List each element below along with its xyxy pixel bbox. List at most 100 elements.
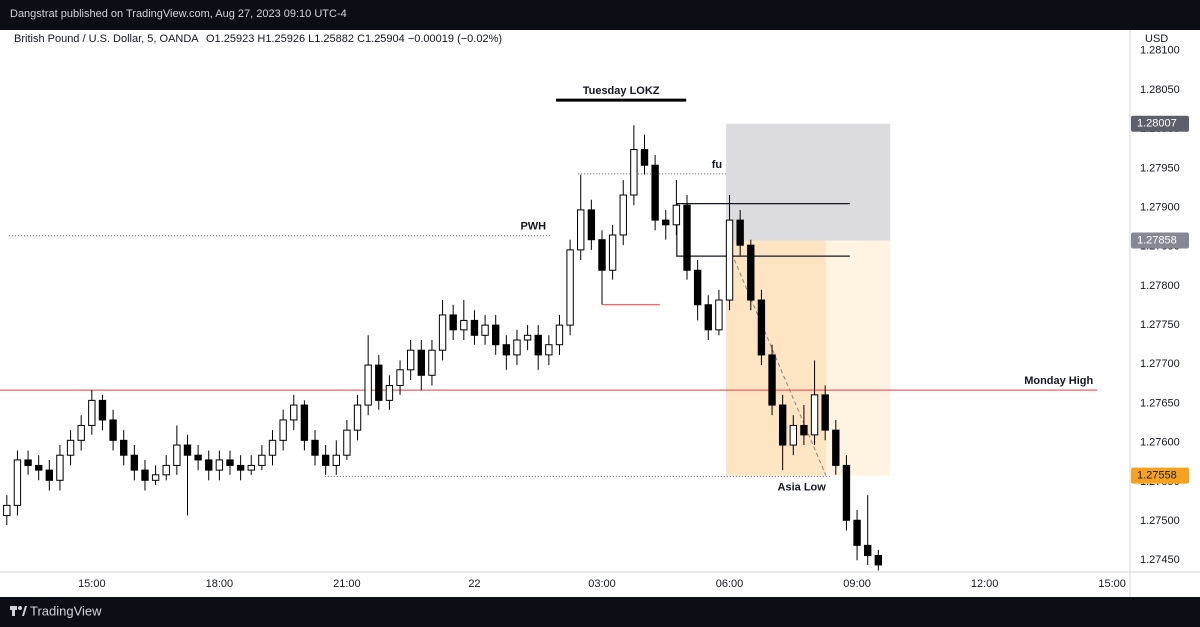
candle-body: [704, 304, 712, 331]
candle-body: [577, 209, 585, 251]
candle-body: [109, 419, 117, 441]
chart-title: British Pound / U.S. Dollar, 5, OANDA: [14, 33, 199, 45]
candle-body: [789, 424, 797, 446]
candle-body: [3, 504, 11, 517]
currency: USD: [1145, 33, 1168, 45]
y-tick-label: 1.27650: [1140, 397, 1180, 409]
logo-part: [18, 606, 22, 610]
candle-body: [608, 234, 617, 271]
logo-part: [22, 606, 27, 616]
candle-body: [215, 459, 224, 471]
candle-body: [693, 269, 702, 306]
y-tick-label: 1.27600: [1140, 437, 1180, 449]
candle-body: [683, 204, 691, 271]
y-tick-label: 1.27500: [1140, 515, 1180, 527]
candle-body: [672, 204, 681, 226]
candle-body: [757, 299, 766, 356]
candle-body: [725, 219, 734, 301]
candle-body: [279, 419, 287, 441]
candle-body: [640, 149, 649, 166]
candle-body: [24, 459, 32, 466]
y-tick-label: 1.27450: [1140, 554, 1180, 566]
candle-body: [226, 459, 234, 466]
y-tick-label: 1.27900: [1140, 201, 1180, 213]
candle-body: [56, 454, 64, 481]
candle-body: [406, 349, 415, 371]
price-label: 1.28007: [1137, 118, 1177, 130]
logo-part: [12, 606, 15, 616]
x-tick-label: 21:00: [333, 578, 361, 590]
x-tick-label: 09:00: [843, 578, 871, 590]
x-tick-label: 22: [468, 578, 480, 590]
candle-body: [98, 399, 107, 421]
ohlc-legend: O1.25923 H1.25926 L1.25882 C1.25904 −0.0…: [206, 33, 502, 45]
candle-body: [630, 149, 638, 196]
candle-body: [183, 444, 192, 456]
level-label: Tuesday LOKZ: [583, 85, 660, 97]
candle-body: [545, 344, 553, 356]
candle-body: [364, 364, 372, 406]
candle-body: [449, 314, 457, 331]
candle-body: [821, 394, 829, 431]
candle-body: [300, 404, 309, 441]
price-label: 1.27558: [1137, 470, 1177, 482]
candle-body: [874, 555, 883, 566]
y-tick-label: 1.27700: [1140, 358, 1180, 370]
trade-path: [725, 240, 827, 476]
candle-body: [842, 464, 851, 521]
candle-body: [66, 439, 75, 456]
top-bar: [0, 0, 1200, 30]
price-label: 1.27858: [1137, 234, 1177, 246]
candle-body: [13, 459, 22, 506]
candle-body: [141, 469, 149, 481]
candle-body: [534, 334, 542, 356]
candle-body: [375, 364, 383, 401]
candle-body: [481, 324, 489, 336]
candle-body: [747, 244, 755, 301]
candle-body: [151, 474, 160, 481]
candle-body: [236, 464, 245, 471]
bottom-bar: [0, 597, 1200, 627]
candle-body: [120, 439, 128, 456]
x-tick-label: 06:00: [716, 578, 744, 590]
candle-body: [353, 404, 362, 431]
candle-body: [566, 249, 574, 326]
y-tick-label: 1.28050: [1140, 84, 1180, 96]
candle-body: [205, 459, 213, 471]
candle-body: [810, 394, 819, 436]
level-label: fu: [712, 159, 722, 171]
y-tick-label: 1.27800: [1140, 280, 1180, 292]
candle-body: [45, 469, 54, 481]
candle-body: [736, 219, 744, 246]
candle-body: [460, 319, 468, 331]
y-tick-label: 1.28100: [1140, 45, 1180, 57]
candle-body: [247, 464, 255, 471]
candle-body: [321, 454, 330, 466]
x-tick-label: 15:00: [78, 578, 106, 590]
candle-body: [800, 424, 808, 436]
price-label-bg: [1131, 467, 1189, 484]
candle-body: [587, 209, 596, 241]
candle-body: [715, 299, 723, 331]
candle-body: [428, 349, 436, 376]
candle-body: [173, 444, 181, 466]
candle-body: [311, 439, 319, 456]
candle-body: [492, 324, 500, 346]
price-label-bg: [1131, 232, 1189, 249]
candle-body: [162, 464, 170, 476]
level-label: Asia Low: [778, 481, 827, 493]
candle-body: [194, 454, 202, 461]
candle-body: [417, 349, 425, 376]
candle-body: [832, 429, 840, 466]
candle-body: [34, 464, 43, 471]
candle-body: [396, 369, 404, 386]
stop-zone: [726, 123, 891, 241]
candle-body: [438, 314, 447, 351]
candle-body: [290, 404, 298, 421]
level-label: PWH: [520, 221, 546, 233]
candle-body: [778, 404, 787, 446]
level-label: Monday High: [1024, 375, 1093, 387]
candle-body: [343, 429, 351, 456]
